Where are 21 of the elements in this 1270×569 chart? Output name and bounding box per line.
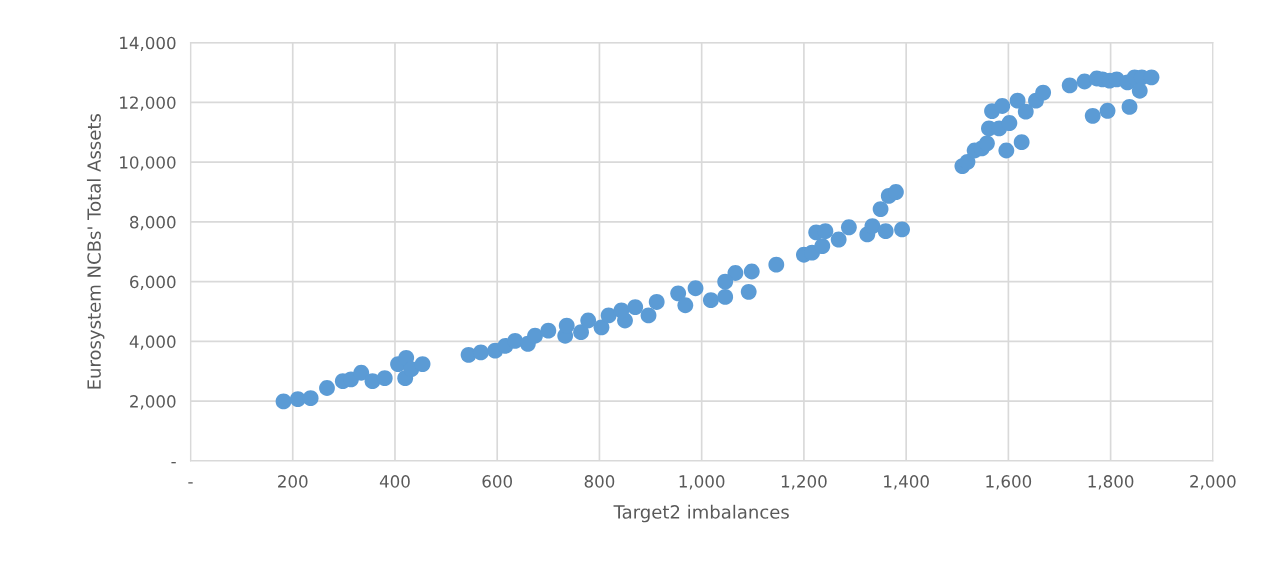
x-tick-label: 200 [278, 475, 308, 488]
y-tick-label: 2,000 [130, 395, 176, 410]
x-tick-label: 1,800 [1088, 475, 1134, 490]
y-tick-label: 10,000 [120, 156, 176, 171]
x-tick-label: 1,400 [884, 475, 929, 490]
y-tick-label: 14,000 [120, 36, 176, 51]
x-tick-label: - [188, 482, 193, 484]
y-tick-label: 12,000 [120, 96, 176, 111]
y-tick-label: 4,000 [129, 335, 176, 350]
x-tick-label: 1,000 [679, 475, 725, 490]
y-tick-label: - [171, 461, 176, 464]
x-tick-label: 800 [584, 475, 615, 488]
x-tick-label: 400 [379, 475, 410, 488]
y-tick-label: 8,000 [130, 215, 176, 231]
x-tick-label: 2,000 [1190, 475, 1236, 490]
x-axis-title: Target2 imbalances [613, 504, 789, 523]
y-axis-title: Eurosystem NCBs' Total Assets [86, 114, 105, 389]
x-tick-label: 1,200 [781, 475, 827, 490]
x-tick-label: 1,600 [986, 475, 1032, 490]
y-tick-label: 6,000 [130, 275, 176, 290]
x-tick-label: 600 [482, 475, 512, 488]
